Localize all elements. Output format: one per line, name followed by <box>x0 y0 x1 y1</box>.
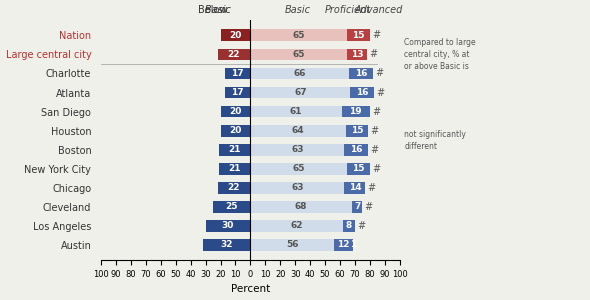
Bar <box>250 125 346 136</box>
Text: Basic: Basic <box>183 5 231 15</box>
Bar <box>352 201 362 213</box>
Text: 65: 65 <box>293 50 305 59</box>
Text: 67: 67 <box>294 88 307 97</box>
Text: #: # <box>372 106 380 117</box>
Text: #: # <box>371 126 379 136</box>
Bar <box>219 163 250 175</box>
Text: Compared to large
central city, % at
or above Basic is: Compared to large central city, % at or … <box>404 38 476 71</box>
Bar <box>225 87 250 98</box>
Bar <box>350 87 375 98</box>
Text: 30: 30 <box>222 221 234 230</box>
Text: 62: 62 <box>290 221 303 230</box>
Bar <box>250 106 342 118</box>
Text: 15: 15 <box>352 31 365 40</box>
Bar <box>345 144 368 156</box>
Bar <box>250 182 345 194</box>
Bar <box>352 239 353 251</box>
Bar <box>348 49 367 60</box>
Text: #: # <box>357 221 365 231</box>
Text: 66: 66 <box>293 69 306 78</box>
Text: 20: 20 <box>230 126 242 135</box>
Bar <box>334 239 352 251</box>
Text: 13: 13 <box>351 50 363 59</box>
Bar <box>250 87 350 98</box>
Text: 16: 16 <box>350 145 363 154</box>
Text: 15: 15 <box>352 164 365 173</box>
Text: 15: 15 <box>351 126 363 135</box>
Bar <box>218 49 250 60</box>
Bar <box>213 201 250 213</box>
Text: Basic: Basic <box>285 5 311 15</box>
Bar <box>225 68 250 80</box>
Text: 25: 25 <box>225 202 238 211</box>
Text: 21: 21 <box>228 145 241 154</box>
Bar <box>221 29 250 41</box>
Text: #: # <box>371 145 379 155</box>
Text: 68: 68 <box>295 202 307 211</box>
Text: 32: 32 <box>220 240 232 249</box>
Bar <box>250 239 334 251</box>
Bar <box>250 144 345 156</box>
Bar <box>250 49 348 60</box>
Text: 22: 22 <box>228 183 240 192</box>
Text: 65: 65 <box>293 31 305 40</box>
Bar <box>205 220 250 232</box>
Bar <box>349 68 373 80</box>
Text: #: # <box>376 88 385 98</box>
Text: 1: 1 <box>350 240 356 249</box>
Text: 20: 20 <box>230 107 242 116</box>
Text: 64: 64 <box>292 126 304 135</box>
Bar <box>346 125 368 136</box>
Text: 16: 16 <box>356 88 369 97</box>
Text: 19: 19 <box>349 107 362 116</box>
Text: 65: 65 <box>293 164 305 173</box>
Bar <box>202 239 250 251</box>
Text: 61: 61 <box>290 107 302 116</box>
Text: 63: 63 <box>291 145 304 154</box>
Text: 63: 63 <box>291 183 304 192</box>
Text: Below: Below <box>198 5 231 15</box>
Text: #: # <box>368 183 376 193</box>
Text: Proficient: Proficient <box>324 5 371 15</box>
Bar <box>342 106 370 118</box>
Bar <box>250 220 343 232</box>
Bar <box>250 201 352 213</box>
X-axis label: Percent: Percent <box>231 284 270 294</box>
Bar <box>221 125 250 136</box>
Bar <box>219 144 250 156</box>
Text: 17: 17 <box>231 69 244 78</box>
Text: 16: 16 <box>355 69 367 78</box>
Text: 8: 8 <box>346 221 352 230</box>
Text: 12: 12 <box>337 240 349 249</box>
Bar <box>218 182 250 194</box>
Bar <box>250 29 348 41</box>
Text: #: # <box>369 50 377 59</box>
Bar <box>221 106 250 118</box>
Text: 56: 56 <box>286 240 299 249</box>
Text: 22: 22 <box>228 50 240 59</box>
Bar <box>250 68 349 80</box>
Text: 7: 7 <box>354 202 360 211</box>
Bar <box>348 163 370 175</box>
Text: #: # <box>372 164 380 174</box>
Text: #: # <box>372 30 380 40</box>
Text: 14: 14 <box>349 183 361 192</box>
Text: 20: 20 <box>230 31 242 40</box>
Text: 21: 21 <box>228 164 241 173</box>
Text: 17: 17 <box>231 88 244 97</box>
Text: Advanced: Advanced <box>355 5 403 15</box>
Bar <box>345 182 365 194</box>
Bar <box>343 220 355 232</box>
Text: #: # <box>375 68 384 79</box>
Bar <box>348 29 370 41</box>
Bar <box>250 163 348 175</box>
Text: not significantly
different: not significantly different <box>404 130 466 151</box>
Text: #: # <box>365 202 373 212</box>
